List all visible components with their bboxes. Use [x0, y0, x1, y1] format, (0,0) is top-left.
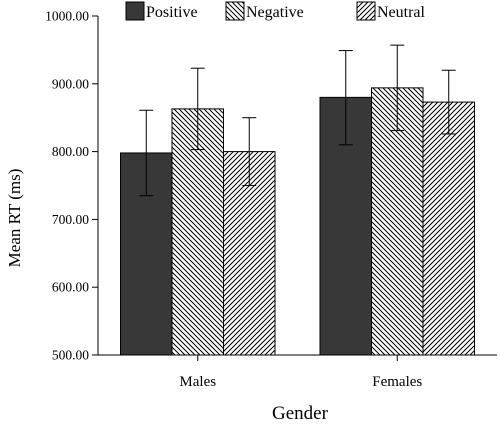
- legend-label: Neutral: [377, 4, 426, 21]
- legend-swatch: [225, 1, 245, 21]
- error-bar: [441, 69, 456, 135]
- legend-item-positive: Positive: [125, 1, 198, 21]
- legend: Positive Negative Neutral: [125, 1, 426, 21]
- x-axis: Males Females: [98, 354, 497, 390]
- legend-label: Positive: [146, 4, 198, 21]
- error-bar: [242, 117, 257, 186]
- bar-neutral-females: [422, 101, 475, 356]
- x-axis-title: Gender: [272, 403, 329, 424]
- y-tick-label: 800.00: [52, 144, 89, 159]
- y-tick-label: 600.00: [52, 280, 89, 295]
- error-bar: [390, 44, 405, 132]
- error-bar: [338, 50, 353, 146]
- legend-swatch: [125, 1, 145, 21]
- legend-item-negative: Negative: [225, 1, 304, 21]
- y-tick-label: 900.00: [52, 76, 89, 91]
- legend-item-neutral: Neutral: [356, 1, 426, 21]
- error-bar: [190, 67, 205, 151]
- y-axis-title: Mean RT (ms): [5, 169, 24, 268]
- y-axis: 500.00 600.00 700.00 800.00 900.00 1000.00: [45, 9, 99, 363]
- error-bar: [139, 109, 154, 197]
- y-tick-label: 1000.00: [45, 9, 89, 24]
- legend-swatch: [356, 1, 376, 21]
- legend-label: Negative: [246, 4, 304, 21]
- y-tick-label: 500.00: [52, 348, 89, 363]
- x-tick-label: Males: [179, 374, 216, 390]
- x-tick-label: Females: [372, 374, 422, 390]
- plot-area: [120, 44, 475, 356]
- y-tick-label: 700.00: [52, 212, 89, 227]
